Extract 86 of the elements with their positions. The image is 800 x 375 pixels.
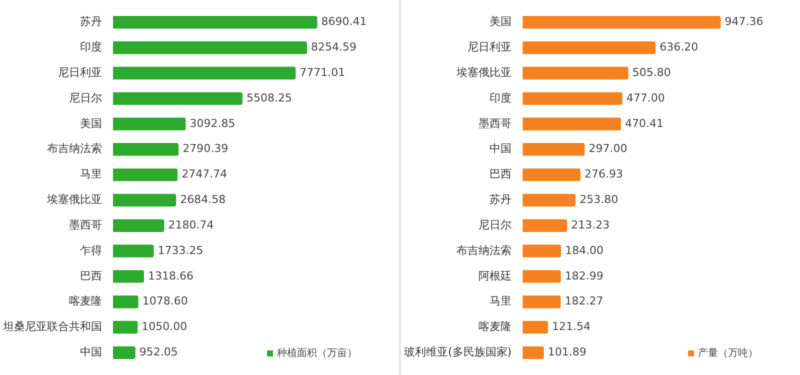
- y-tick-label: 巴西: [490, 168, 512, 181]
- bar: [113, 194, 176, 207]
- data-label: 7771.01: [300, 66, 346, 79]
- y-tick-label: 玻利维亚(多民族国家): [404, 346, 512, 359]
- bar: [522, 16, 721, 29]
- bar: [522, 41, 656, 54]
- y-tick-label: 坦桑尼亚联合共和国: [2, 320, 102, 334]
- bar: [113, 320, 138, 334]
- bar: [113, 168, 178, 182]
- data-label: 3092.85: [190, 116, 236, 130]
- y-tick-label: 马里: [490, 294, 512, 308]
- bar: [522, 219, 568, 232]
- y-tick-label: 尼日利亚: [58, 66, 102, 79]
- y-tick-label: 墨西哥: [478, 116, 512, 130]
- y-tick-label: 尼日尔: [69, 91, 102, 104]
- bar: [522, 320, 548, 334]
- data-label: 2684.58: [180, 193, 226, 206]
- y-tick-label: 喀麦隆: [69, 294, 102, 308]
- data-label: 182.27: [564, 294, 604, 308]
- data-label: 1318.66: [148, 269, 194, 282]
- bar: [113, 346, 136, 360]
- bar: [522, 296, 561, 308]
- bar: [113, 143, 179, 156]
- data-label: 1050.00: [142, 320, 188, 334]
- y-tick-label: 墨西哥: [69, 218, 102, 232]
- data-label: 2747.74: [182, 168, 228, 181]
- y-tick-label: 埃塞俄比亚: [456, 66, 512, 79]
- y-tick-label: 尼日尔: [478, 218, 512, 232]
- y-tick-label: 布吉纳法索: [456, 244, 512, 257]
- bar: [522, 143, 585, 156]
- data-label: 213.23: [571, 218, 610, 232]
- y-tick-label: 美国: [490, 15, 512, 28]
- bar: [522, 244, 562, 258]
- data-label: 2180.74: [168, 218, 214, 232]
- data-label: 121.54: [552, 320, 591, 334]
- y-tick-label: 喀麦隆: [478, 320, 512, 334]
- data-label: 276.93: [584, 168, 624, 181]
- y-tick-label: 苏丹: [80, 15, 102, 28]
- legend-label: 种植面积（万亩）: [277, 346, 357, 359]
- data-label: 952.05: [139, 346, 178, 359]
- bar: [522, 66, 628, 80]
- bar: [113, 92, 242, 105]
- data-label: 2790.39: [182, 142, 228, 156]
- y-tick-label: 中国: [80, 346, 102, 359]
- data-label: 470.41: [624, 116, 664, 130]
- data-label: 297.00: [588, 142, 628, 156]
- bar: [113, 270, 144, 283]
- bar: [113, 296, 138, 308]
- legend-label: 产量（万吨）: [698, 346, 758, 359]
- data-label: 505.80: [632, 66, 671, 79]
- data-label: 8254.59: [311, 40, 357, 54]
- data-label: 947.36: [724, 15, 764, 28]
- bar: [113, 244, 154, 258]
- bar: [113, 16, 318, 29]
- bar: [113, 219, 164, 232]
- y-tick-label: 尼日利亚: [468, 40, 512, 54]
- data-label: 1078.60: [142, 294, 188, 308]
- data-label: 636.20: [660, 40, 698, 54]
- bar: [522, 168, 581, 182]
- data-label: 101.89: [548, 346, 586, 359]
- bar: [522, 92, 622, 105]
- data-label: 184.00: [565, 244, 604, 257]
- y-tick-label: 巴西: [80, 269, 102, 282]
- y-tick-label: 马里: [80, 168, 102, 181]
- y-tick-label: 埃塞俄比亚: [46, 193, 102, 206]
- y-tick-label: 阿根廷: [478, 269, 512, 282]
- bar: [522, 194, 576, 207]
- bar: [113, 66, 296, 80]
- y-tick-label: 乍得: [80, 244, 102, 257]
- data-label: 253.80: [580, 193, 618, 206]
- y-tick-label: 布吉纳法索: [47, 142, 102, 156]
- bar: [522, 270, 561, 283]
- data-label: 477.00: [626, 91, 665, 104]
- data-label: 182.99: [564, 269, 604, 282]
- data-label: 5508.25: [246, 91, 292, 104]
- bar: [522, 346, 544, 360]
- bar: [113, 118, 186, 130]
- y-tick-label: 苏丹: [490, 193, 512, 206]
- y-tick-label: 美国: [80, 116, 102, 130]
- y-tick-label: 中国: [490, 142, 512, 156]
- y-tick-label: 印度: [80, 40, 102, 54]
- data-label: 8690.41: [321, 15, 367, 28]
- bar: [113, 41, 308, 54]
- data-label: 1733.25: [158, 244, 204, 257]
- y-tick-label: 印度: [490, 91, 512, 104]
- bar: [522, 118, 621, 130]
